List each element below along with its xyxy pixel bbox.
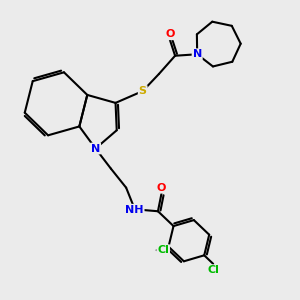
Text: O: O [156, 183, 166, 193]
Text: Cl: Cl [157, 245, 169, 255]
Text: N: N [193, 49, 202, 59]
Text: NH: NH [125, 205, 144, 215]
Text: O: O [165, 29, 175, 39]
Text: S: S [139, 86, 147, 96]
Text: N: N [91, 143, 100, 154]
Text: Cl: Cl [207, 265, 219, 275]
